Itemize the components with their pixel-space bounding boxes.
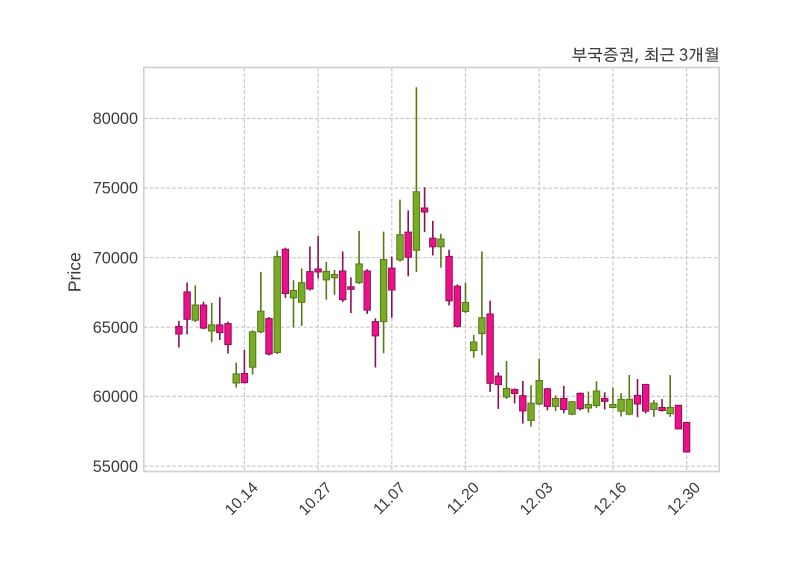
svg-text:55000: 55000 [93, 458, 138, 476]
svg-text:60000: 60000 [93, 388, 138, 406]
svg-text:80000: 80000 [93, 110, 138, 128]
svg-text:75000: 75000 [93, 180, 138, 198]
svg-text:70000: 70000 [93, 249, 138, 267]
svg-text:65000: 65000 [93, 319, 138, 337]
svg-text:Price: Price [65, 252, 85, 292]
